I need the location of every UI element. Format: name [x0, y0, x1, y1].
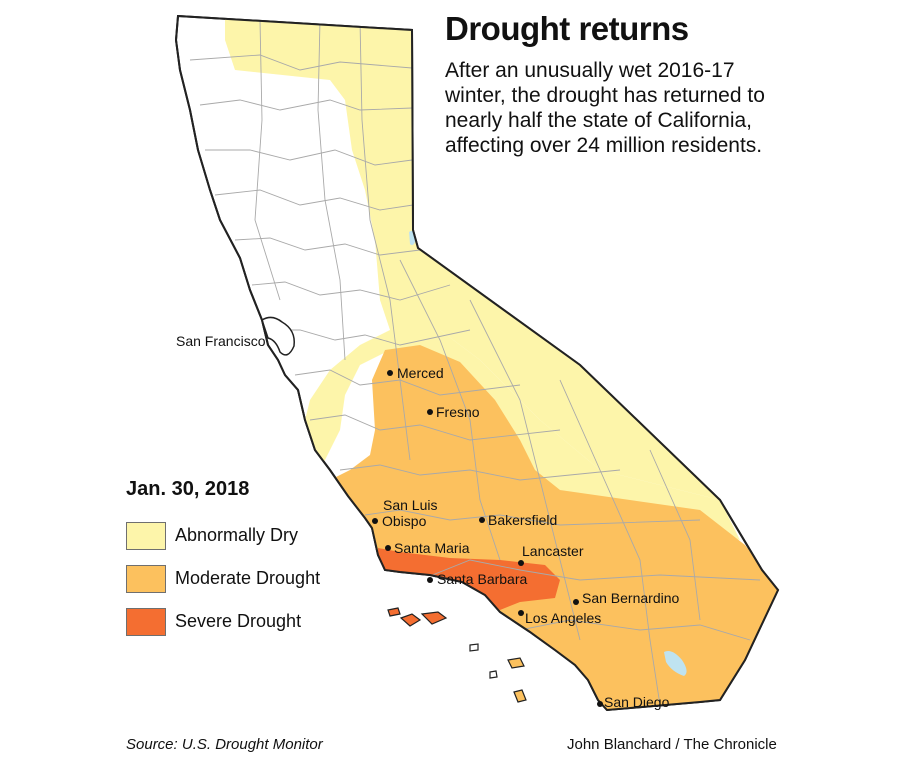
city-label-san-luis: San Luis: [383, 497, 437, 513]
city-label-san-diego: San Diego: [604, 694, 670, 710]
city-label-santa-barbara: Santa Barbara: [437, 571, 527, 587]
swatch-moderate-drought: [126, 564, 166, 593]
san-luis-obispo-dot: [372, 518, 378, 524]
city-label-santa-maria: Santa Maria: [394, 540, 470, 556]
county-lines: [189, 19, 761, 706]
swatch-severe-drought: [126, 607, 166, 636]
page-title: Drought returns: [445, 10, 689, 47]
santa-barbara-dot: [427, 577, 433, 583]
abnormally-dry-region-north: [225, 16, 720, 500]
city-label-los-angeles: Los Angeles: [525, 610, 601, 626]
san-diego-dot: [597, 701, 603, 707]
legend-item-severe-drought: Severe Drought: [126, 607, 386, 636]
channel-islands: [387, 607, 527, 703]
bay-water-icon: [261, 316, 295, 356]
city-label-merced: Merced: [397, 365, 444, 381]
legend-label: Severe Drought: [175, 611, 302, 631]
city-label-obispo: Obispo: [382, 513, 427, 529]
city-label-fresno: Fresno: [436, 404, 480, 420]
los-angeles-dot: [518, 610, 524, 616]
abnormally-dry-region-central: [300, 330, 740, 540]
legend-item-moderate-drought: Moderate Drought: [126, 564, 386, 593]
credit-line: John Blanchard / The Chronicle: [567, 736, 777, 753]
moderate-drought-region: [330, 345, 778, 710]
legend: Jan. 30, 2018 Abnormally Dry Moderate Dr…: [126, 478, 386, 650]
legend-label: Abnormally Dry: [175, 525, 299, 545]
merced-dot: [387, 370, 393, 376]
lancaster-dot: [518, 560, 524, 566]
source-note: Source: U.S. Drought Monitor: [126, 736, 323, 753]
city-dots: [372, 370, 603, 707]
swatch-abnormally-dry: [126, 521, 166, 550]
bakersfield-dot: [479, 517, 485, 523]
city-label-lancaster: Lancaster: [522, 543, 584, 559]
legend-label: Moderate Drought: [175, 568, 321, 588]
santa-maria-dot: [385, 545, 391, 551]
severe-drought-region: [378, 548, 560, 610]
salton-sea-icon: [664, 651, 687, 676]
page-subtitle: After an unusually wet 2016-17 winter, t…: [445, 59, 765, 157]
city-label-bakersfield: Bakersfield: [488, 512, 557, 528]
legend-item-abnormally-dry: Abnormally Dry: [126, 521, 386, 550]
san-bernardino-dot: [573, 599, 579, 605]
city-label-san-bernardino: San Bernardino: [582, 590, 680, 606]
legend-date: Jan. 30, 2018: [126, 478, 250, 500]
fresno-dot: [427, 409, 433, 415]
city-label-san-francisco: San Francisco: [176, 333, 266, 349]
